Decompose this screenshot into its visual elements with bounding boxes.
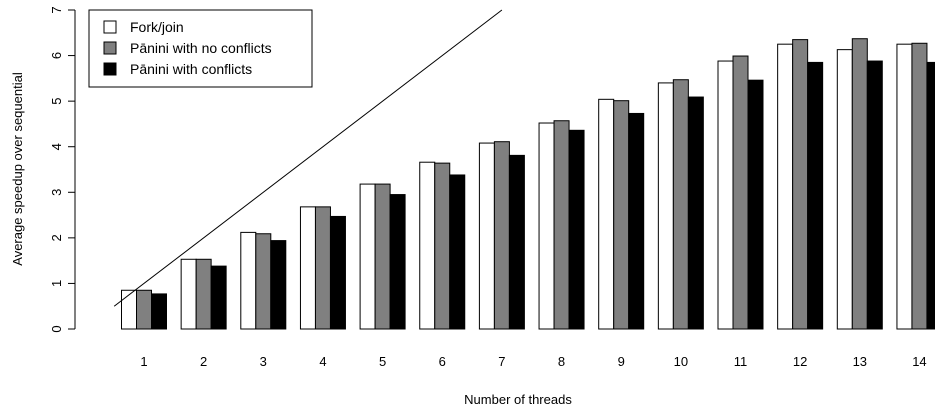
bar [180, 258, 197, 330]
bar [836, 49, 853, 330]
bar [299, 206, 316, 330]
bar [270, 240, 287, 330]
bar [747, 79, 764, 330]
bar [389, 194, 406, 330]
bar [613, 100, 630, 330]
x-tick-label: 3 [260, 354, 267, 369]
bar [732, 55, 749, 330]
x-tick-label: 12 [793, 354, 807, 369]
bar [538, 122, 555, 330]
bar [329, 215, 346, 330]
legend-label: Pānini with no conflicts [130, 40, 272, 56]
legend-box [88, 9, 313, 88]
linear-speedup-line [113, 9, 503, 307]
bar [851, 38, 868, 330]
bar [508, 154, 525, 330]
bar [419, 161, 436, 330]
legend-swatch [103, 62, 117, 76]
x-tick-label: 2 [200, 354, 207, 369]
x-tick-label: 13 [853, 354, 867, 369]
x-tick-label: 4 [319, 354, 326, 369]
bar [926, 61, 935, 330]
bar [314, 206, 331, 330]
bar [449, 174, 466, 330]
bar [553, 120, 570, 330]
y-axis-label: Average speedup over sequential [10, 72, 25, 266]
bar [896, 43, 913, 330]
bar [359, 183, 376, 330]
bar [240, 231, 257, 330]
bar [493, 141, 510, 330]
bar [374, 183, 391, 330]
y-tick-label: 6 [49, 52, 64, 59]
legend-label: Fork/join [130, 19, 184, 35]
bar [657, 82, 674, 330]
x-tick-label: 1 [140, 354, 147, 369]
bar [255, 233, 272, 330]
bar [478, 142, 495, 330]
bar [717, 60, 734, 330]
bar [628, 112, 645, 330]
x-tick-label: 14 [912, 354, 926, 369]
x-tick-label: 5 [379, 354, 386, 369]
bar [687, 96, 704, 330]
bar [598, 98, 615, 330]
y-tick-label: 5 [49, 98, 64, 105]
bar [210, 265, 227, 330]
y-tick-label: 7 [49, 6, 64, 13]
x-tick-label: 7 [498, 354, 505, 369]
x-tick-label: 6 [439, 354, 446, 369]
bar [136, 289, 152, 330]
x-tick-label: 9 [618, 354, 625, 369]
x-tick-label: 11 [734, 354, 748, 369]
bar [777, 43, 794, 330]
bar [195, 258, 212, 330]
y-tick-label: 3 [49, 189, 64, 196]
bars [121, 38, 935, 330]
bar [807, 61, 824, 330]
legend-label: Pānini with conflicts [130, 61, 252, 77]
bar [866, 60, 883, 330]
legend-swatch [103, 20, 117, 34]
y-tick-label: 0 [49, 325, 64, 332]
x-axis-label: Number of threads [464, 392, 572, 407]
y-tick-label: 4 [49, 143, 64, 150]
y-tick-label: 1 [49, 280, 64, 287]
bar [568, 129, 585, 330]
y-axis: 0 1 2 3 4 5 6 7 [49, 6, 76, 333]
legend-swatch [103, 41, 117, 55]
x-tick-label: 8 [558, 354, 565, 369]
bar [672, 79, 689, 330]
x-axis-tick-labels: 1 2 3 4 5 6 7 8 9 10 11 12 13 14 [140, 354, 926, 369]
x-tick-label: 10 [674, 354, 688, 369]
bar [792, 39, 809, 330]
bar [151, 293, 167, 330]
bar [911, 42, 928, 330]
legend: Fork/join Pānini with no conflicts Pānini … [88, 9, 313, 88]
y-tick-label: 2 [49, 234, 64, 241]
bar [121, 289, 137, 330]
bar [434, 162, 451, 330]
